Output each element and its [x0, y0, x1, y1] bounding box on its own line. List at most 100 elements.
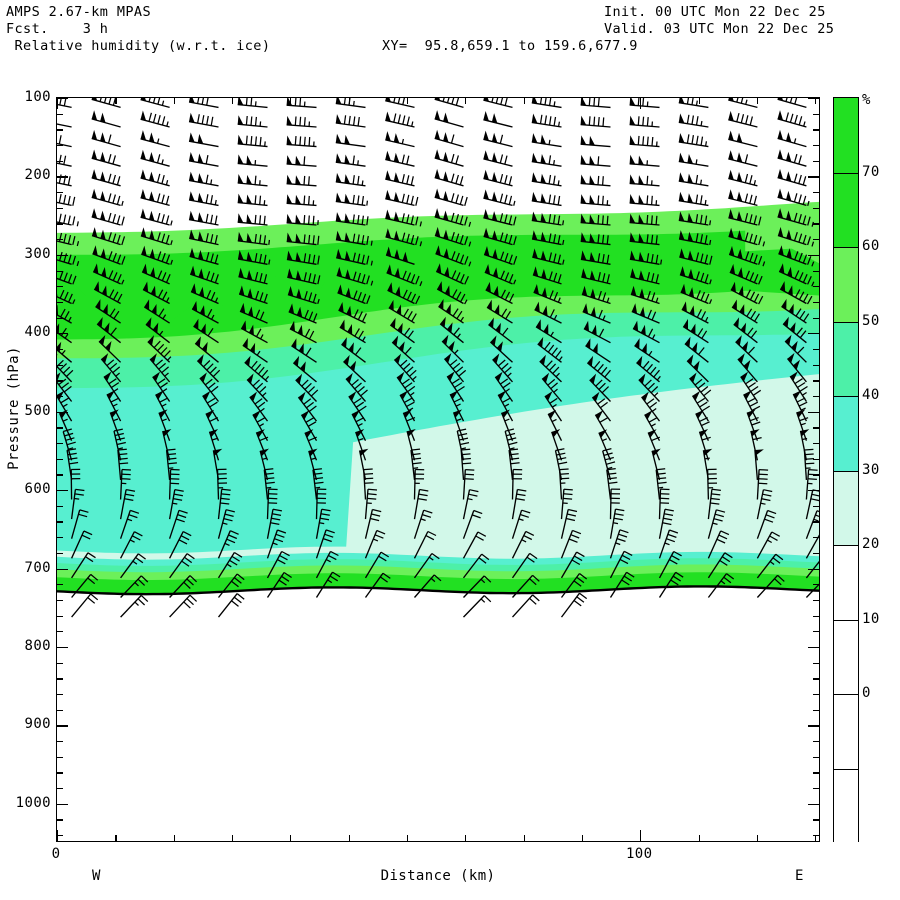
wind-barb-stroke — [785, 112, 790, 122]
x-tick — [57, 98, 59, 109]
wind-barb-stroke — [210, 179, 213, 185]
wind-barb-stroke — [417, 497, 427, 501]
wind-barb-stroke — [410, 274, 416, 283]
wind-barb-stroke — [483, 197, 513, 207]
wind-barb-stroke — [695, 233, 699, 243]
wind-barb-stroke — [456, 291, 462, 300]
wind-barb-stroke — [646, 136, 649, 146]
wind-barb-stroke — [504, 252, 509, 262]
wind-barb-stroke — [92, 270, 121, 285]
wind-barb-stroke — [406, 272, 412, 282]
wind-barb-pennant — [400, 390, 408, 400]
x-tick — [581, 98, 584, 104]
wind-barb-stroke — [549, 309, 555, 318]
wind-barb-stroke — [648, 350, 653, 356]
wind-barb-stroke — [745, 99, 748, 105]
wind-barb-stroke — [480, 578, 486, 584]
wind-barb-stroke — [312, 274, 316, 284]
wind-barb-pennant — [103, 322, 110, 333]
wind-barb-stroke — [237, 103, 268, 109]
wind-barb-pennant — [434, 226, 441, 238]
wind-barb-pennant — [786, 210, 792, 221]
y-tick — [57, 113, 63, 115]
wind-barb-pennant — [786, 190, 792, 202]
wind-barb-pennant — [149, 132, 155, 143]
wind-barb-stroke — [174, 488, 184, 492]
wind-barb-pennant — [679, 266, 686, 277]
wind-barb-stroke — [181, 560, 190, 567]
wind-barb-stroke — [749, 214, 753, 224]
wind-barb-stroke — [116, 215, 121, 225]
wind-barb-stroke — [745, 378, 754, 385]
wind-barb-stroke — [662, 522, 672, 526]
wind-barb-stroke — [508, 234, 513, 244]
wind-barb-pennant — [631, 303, 638, 314]
wind-barb-stroke — [736, 112, 740, 122]
wind-barb-stroke — [63, 194, 67, 204]
wind-barb-stroke — [57, 381, 73, 402]
y-tick — [813, 521, 819, 523]
wind-barb-stroke — [629, 143, 660, 148]
wind-barb-stroke — [167, 457, 177, 460]
wind-barb-pennant — [488, 317, 494, 329]
wind-barb-stroke — [509, 448, 519, 451]
wind-barb-pennant — [629, 174, 636, 184]
wind-barb-pennant — [440, 316, 446, 328]
wind-barb-pennant — [641, 343, 647, 354]
wind-barb-stroke — [634, 345, 660, 363]
wind-barb-pennant — [197, 153, 204, 164]
wind-barb-stroke — [366, 200, 369, 206]
wind-barb-stroke — [252, 414, 269, 442]
wind-barb-pennant — [491, 171, 498, 183]
wind-barb-stroke — [523, 535, 533, 541]
wind-barb-stroke — [165, 195, 170, 205]
wind-barb-stroke — [551, 431, 563, 461]
wind-barb-stroke — [507, 437, 517, 441]
y-tick — [57, 505, 63, 507]
wind-barb-stroke — [303, 136, 306, 146]
wind-barb-pennant — [736, 171, 743, 182]
wind-barb-stroke — [678, 180, 709, 187]
wind-barb-stroke — [382, 572, 391, 579]
x-tick-label: 0 — [51, 846, 61, 862]
wind-barb-stroke — [71, 573, 92, 598]
wind-barb-stroke — [510, 457, 520, 460]
wind-barb-pennant — [581, 285, 588, 297]
wind-barb-pennant — [295, 155, 302, 166]
wind-barb-stroke — [728, 158, 758, 167]
wind-barb-stroke — [499, 213, 504, 223]
wind-barb-stroke — [252, 379, 261, 387]
wind-barb-stroke — [811, 281, 815, 287]
wind-barb-stroke — [451, 251, 456, 261]
wind-barb-stroke — [238, 293, 268, 305]
y-tick — [57, 725, 68, 727]
colorbar-tick-label: 40 — [862, 387, 880, 403]
wind-barb-pennant — [787, 352, 795, 364]
wind-barb-stroke — [811, 493, 819, 497]
wind-barb-pennant — [239, 285, 245, 296]
wind-barb-pennant — [787, 285, 793, 296]
wind-barb-pennant — [286, 232, 293, 243]
wind-barb-stroke — [703, 389, 712, 397]
wind-barb-pennant — [437, 281, 443, 292]
wind-barb-pennant — [491, 132, 498, 143]
wind-barb-pennant — [728, 169, 734, 180]
wind-barb-stroke — [516, 493, 526, 497]
wind-barb-pennant — [193, 318, 199, 330]
wind-barb-stroke — [59, 270, 64, 280]
wind-barb-pennant — [57, 390, 65, 401]
wind-barb-stroke — [286, 202, 317, 207]
wind-barb-stroke — [679, 256, 709, 265]
wind-barb-stroke — [348, 395, 367, 422]
wind-barb-pennant — [492, 248, 498, 260]
wind-barb-stroke — [637, 135, 640, 145]
wind-barb-stroke — [695, 116, 699, 126]
wind-barb-stroke — [103, 98, 107, 104]
wind-barb-stroke — [557, 254, 562, 264]
wind-barb-pennant — [393, 191, 400, 202]
wind-barb-stroke — [545, 360, 553, 368]
wind-barb-stroke — [709, 255, 713, 265]
wind-barb-stroke — [789, 113, 794, 123]
y-tick-label: 100 — [24, 89, 51, 105]
y-tick — [813, 192, 819, 194]
